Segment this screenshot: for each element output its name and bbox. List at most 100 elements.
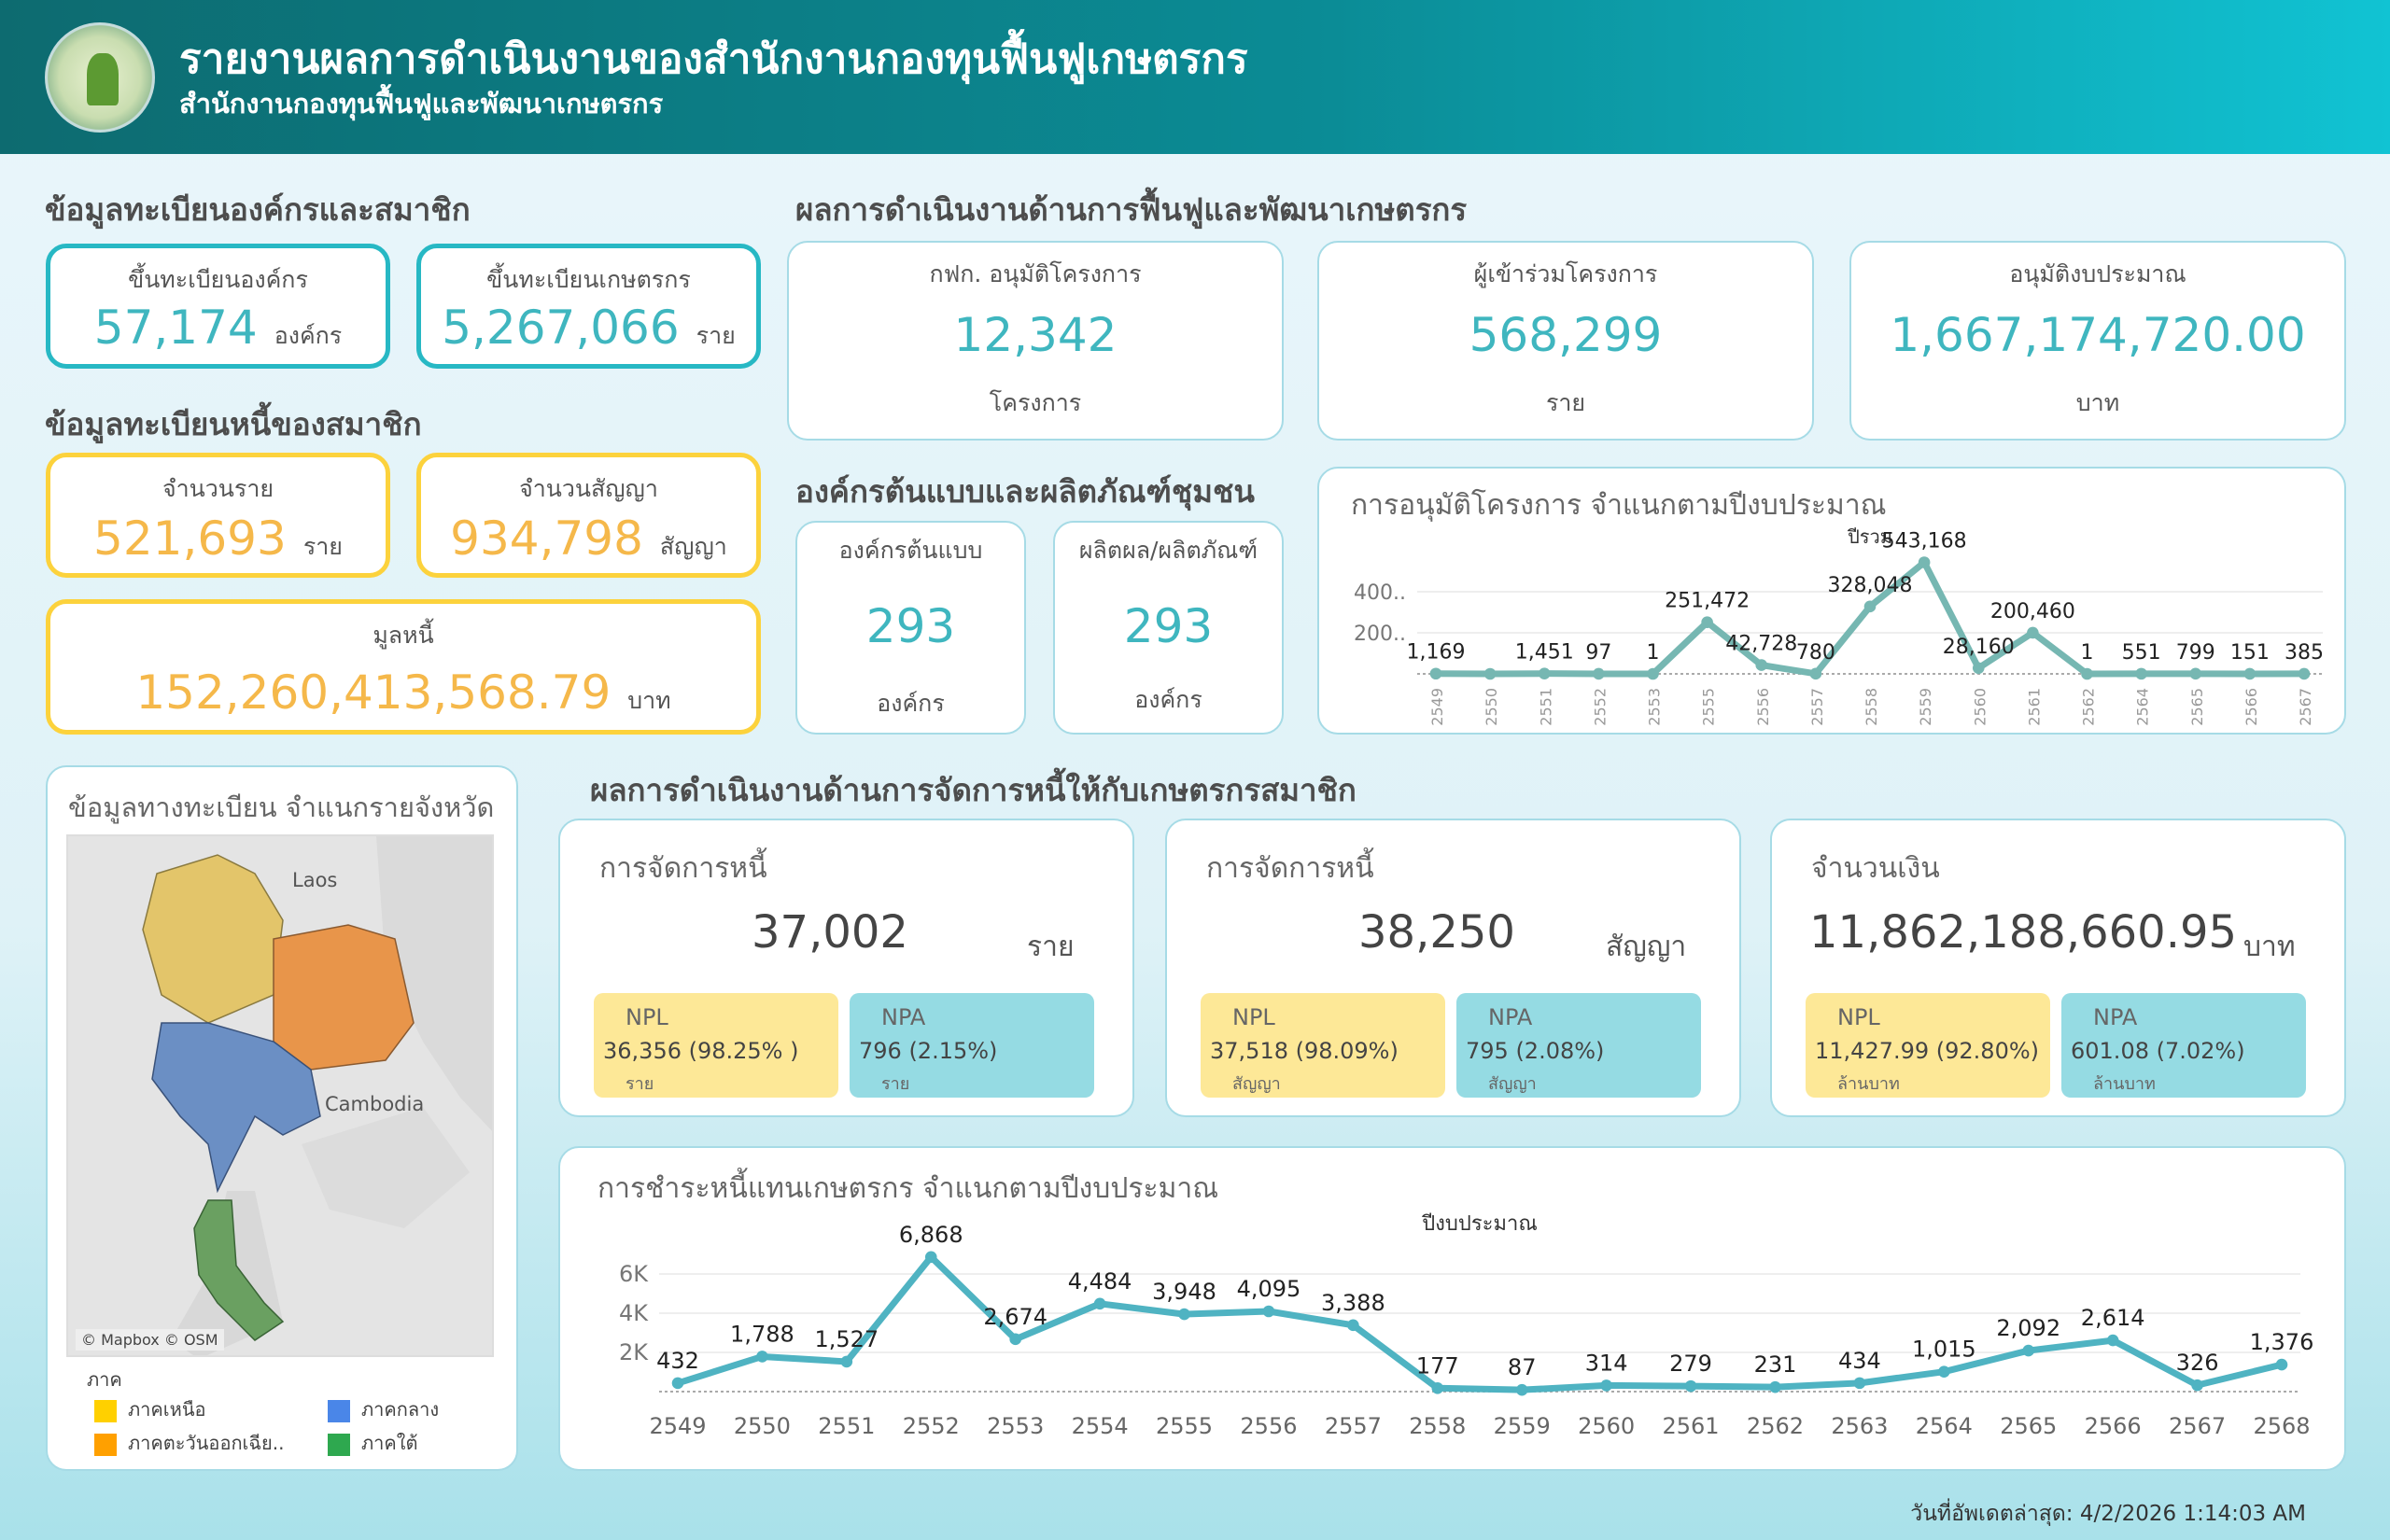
data-label: 1,527 [814,1326,879,1352]
card-title: จำนวนเงิน [1811,852,1940,885]
region-south [193,1199,285,1341]
x-axis-title: ปีรวม [1848,525,1892,548]
data-point [1755,659,1768,671]
x-tick-label: 2553 [987,1413,1044,1439]
data-point [1938,1365,1950,1378]
legend-item-south[interactable]: ภาคใต้ [328,1428,418,1458]
data-point [1701,616,1713,628]
legend-swatch [328,1433,350,1456]
card-unit: องค์กร [877,690,945,717]
data-point [1809,667,1822,680]
npa-unit: ล้านบาท [2093,1074,2156,1094]
debt-mgmt-card: การจัดการหนี้ 37,002 ราย NPL 36,356 (98.2… [558,819,1134,1117]
x-tick-label: 2554 [1072,1413,1129,1439]
x-tick-label: 2550 [734,1413,791,1439]
approval-chart-card: การอนุมัติโครงการ จำแนกตามปีงบประมาณ ปีร… [1317,467,2346,735]
data-label: 6,868 [899,1222,963,1248]
legend-item-north[interactable]: ภาคเหนือ [94,1394,206,1424]
data-point [1538,667,1551,679]
card-title: การจัดการหนี้ [1206,852,1374,885]
x-tick-label: 2564 [1916,1413,1973,1439]
data-label: 231 [1754,1351,1797,1378]
data-label: 42,728 [1725,633,1797,656]
x-tick-label: 2565 [2000,1413,2057,1439]
approved-budget-card: อนุมัติงบประมาณ 1,667,174,720.00 บาท [1849,241,2346,441]
data-point [1431,1381,1444,1394]
debt-persons-card: จำนวนราย 521,693 ราย [46,453,390,578]
data-point [2243,667,2256,680]
npl-label: NPL [1232,1004,1275,1030]
data-label: 328,048 [1828,574,1913,597]
legend-item-northeast[interactable]: ภาคตะวันออกเฉีย.. [94,1428,284,1458]
x-tick-label: 2560 [1578,1413,1635,1439]
x-tick-label: 2558 [1409,1413,1466,1439]
data-label: 432 [656,1348,699,1374]
header-banner: รายงานผลการดำเนินงานของสำนักงานกองทุนฟื้… [0,0,2390,154]
card-value: 934,798 [450,511,643,566]
x-tick-label: 2550 [1483,688,1500,726]
data-label: 314 [1585,1350,1628,1376]
x-tick-label: 2552 [1591,688,1609,726]
card-unit: บาท [2075,389,2120,416]
data-point [2022,1344,2035,1357]
map-svg [68,836,492,1355]
data-point [1009,1333,1021,1346]
y-tick-label: 200.. [1354,623,1406,646]
page-title: รายงานผลการดำเนินงานของสำนักงานกองทุนฟื้… [179,35,1248,83]
data-point [2191,1379,2203,1392]
data-label: 200,460 [1990,600,2075,623]
region-northeast [273,924,415,1071]
data-label: 2,614 [2081,1305,2145,1331]
legend-swatch [328,1399,350,1422]
x-tick-label: 2564 [2134,688,2152,726]
data-point [2275,1358,2288,1371]
data-point [1262,1305,1275,1318]
thailand-region-map[interactable]: Laos Cambodia © Mapbox © OSM [66,834,494,1357]
products-card: ผลิตผล/ผลิตภัณฑ์ 293 องค์กร [1053,521,1284,735]
map-label-cambodia: Cambodia [325,1093,425,1115]
card-label: องค์กรต้นแบบ [838,537,983,564]
x-tick-label: 2566 [2242,688,2260,726]
x-tick-label: 2551 [1537,688,1554,726]
x-tick-label: 2555 [1700,688,1718,726]
data-label: 434 [1838,1348,1881,1374]
series-line [676,1253,2283,1393]
x-tick-label: 2558 [1863,688,1880,726]
npl-value: 36,356 (98.25% ) [603,1038,799,1064]
x-tick-label: 2561 [1663,1413,1720,1439]
card-value: 12,342 [953,308,1118,362]
card-title: การจัดการหนี้ [599,852,767,885]
data-label: 151 [2230,641,2270,665]
data-label: 28,160 [1943,636,2015,659]
npl-box: NPL 11,427.99 (92.80%) ล้านบาท [1806,993,2050,1098]
data-label: 1 [1647,641,1660,665]
data-label: 3,388 [1321,1290,1385,1316]
data-point [2081,667,2093,680]
data-point [1918,556,1931,568]
model-org-card: องค์กรต้นแบบ 293 องค์กร [795,521,1026,735]
card-value: 37,002 [752,906,908,959]
data-label: 1,376 [2250,1329,2314,1355]
section-title-debt-mgmt: ผลการดำเนินงานด้านการจัดการหนี้ให้กับเกษ… [590,772,1357,808]
data-point [1853,1377,1866,1390]
npa-unit: ราย [881,1074,910,1094]
payment-chart-card: การชำระหนี้แทนเกษตรกร จำแนกตามปีงบประมาณ… [558,1146,2346,1471]
data-point [1972,662,1985,675]
y-tick-label: 400.. [1354,581,1406,605]
npa-box: NPA 795 (2.08%) สัญญา [1456,993,1701,1098]
legend-item-central[interactable]: ภาคกลาง [328,1394,439,1424]
x-tick-label: 2566 [2085,1413,2142,1439]
x-tick-label: 2568 [2253,1413,2310,1439]
map-attribution: © Mapbox © OSM [76,1329,224,1351]
debt-mgmt-card: การจัดการหนี้ 38,250 สัญญา NPL 37,518 (98… [1165,819,1741,1117]
data-label: 4,095 [1237,1276,1301,1302]
card-label: กฟก. อนุมัติโครงการ [929,260,1142,287]
data-label: 2,674 [983,1304,1047,1330]
data-label: 177 [1416,1352,1459,1379]
card-label: ผลิตผล/ผลิตภัณฑ์ [1078,537,1258,564]
farmer-registered-card: ขึ้นทะเบียนเกษตรกร 5,267,066 ราย [416,244,761,369]
x-tick-label: 2555 [1156,1413,1213,1439]
card-unit: ราย [696,322,736,349]
chart-title: การชำระหนี้แทนเกษตรกร จำแนกตามปีงบประมาณ [598,1172,1219,1205]
y-tick-label: 2K [619,1339,649,1365]
